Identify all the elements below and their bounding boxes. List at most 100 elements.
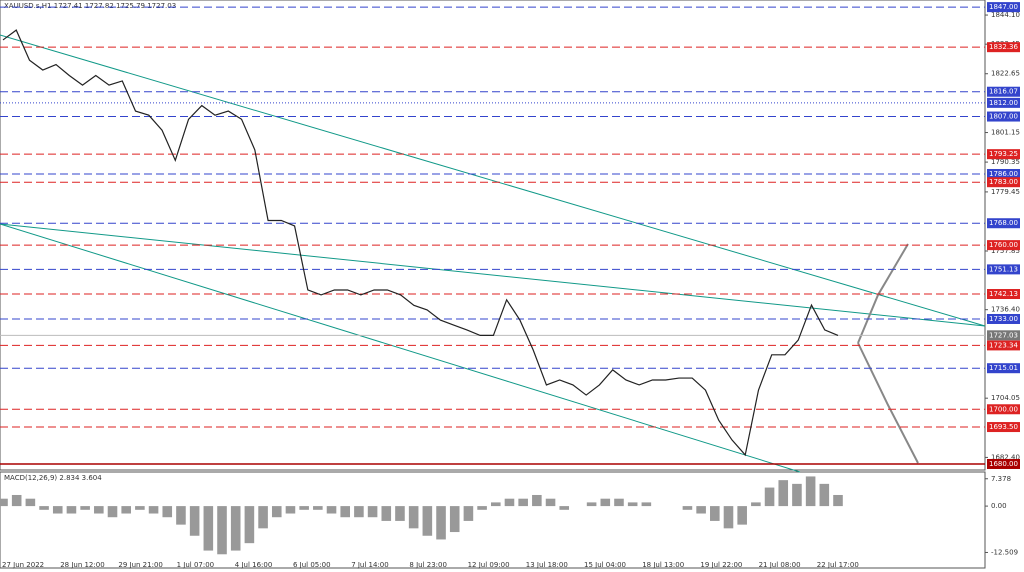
x-tick-label: 19 Jul 22:00 xyxy=(700,561,742,569)
level-box xyxy=(987,111,1020,122)
macd-bar xyxy=(641,502,652,507)
y-tick-label: 1736.40 xyxy=(991,306,1020,314)
level-box xyxy=(987,422,1020,433)
level-box xyxy=(987,340,1020,351)
x-tick-label: 15 Jul 04:00 xyxy=(584,561,626,569)
x-tick-label: 6 Jul 05:00 xyxy=(293,561,331,569)
macd-bar xyxy=(490,502,501,507)
level-box xyxy=(987,42,1020,53)
macd-bar xyxy=(819,483,830,507)
macd-bar xyxy=(504,498,515,507)
x-tick-label: 18 Jul 13:00 xyxy=(642,561,684,569)
macd-bar xyxy=(94,506,104,514)
scenario-arrow xyxy=(857,243,909,344)
x-tick-label: 21 Jul 08:00 xyxy=(759,561,801,569)
macd-bar xyxy=(751,502,761,507)
x-tick-label: 8 Jul 23:00 xyxy=(409,561,447,569)
macd-bar xyxy=(258,506,268,529)
macd-bar xyxy=(313,506,323,510)
macd-bar xyxy=(162,506,173,518)
macd-bar xyxy=(66,506,77,514)
level-box xyxy=(987,404,1020,415)
x-tick-label: 1 Jul 07:00 xyxy=(177,561,215,569)
macd-bar xyxy=(805,476,816,507)
macd-bar xyxy=(600,498,611,507)
macd-bar xyxy=(25,498,36,507)
level-label: 1693.50 xyxy=(989,423,1018,431)
macd-bar xyxy=(299,506,309,510)
level-label: 1786.00 xyxy=(989,170,1018,178)
macd-bar xyxy=(436,506,446,540)
x-tick-label: 28 Jun 12:00 xyxy=(60,561,104,569)
macd-bar xyxy=(271,506,282,518)
macd-bar xyxy=(545,498,556,507)
channel-line xyxy=(0,223,801,473)
price-frame xyxy=(0,0,986,471)
macd-bar xyxy=(326,506,337,514)
level-box xyxy=(987,458,1020,469)
macd-bar xyxy=(477,506,487,510)
macd-bar xyxy=(408,506,419,529)
macd-bar xyxy=(11,494,22,507)
x-tick-label: 12 Jul 09:00 xyxy=(468,561,510,569)
macd-bar xyxy=(614,498,624,507)
macd-bar xyxy=(586,502,597,507)
macd-bar xyxy=(792,483,802,507)
y-tick-label: 1801.15 xyxy=(991,129,1020,137)
level-box xyxy=(987,313,1020,324)
level-label: 1847.00 xyxy=(989,3,1018,11)
macd-bar xyxy=(39,506,49,510)
x-tick-label: 22 Jul 17:00 xyxy=(817,561,859,569)
macd-bar xyxy=(107,506,118,518)
level-box xyxy=(987,86,1020,97)
macd-bar xyxy=(0,498,8,507)
x-tick-label: 27 Jun 2022 xyxy=(2,561,44,569)
level-label: 1832.36 xyxy=(989,43,1018,51)
level-label: 1812.00 xyxy=(989,99,1018,107)
level-label: 1742.13 xyxy=(989,290,1018,298)
y-tick-label: 1779.45 xyxy=(991,188,1020,196)
level-label: 1768.00 xyxy=(989,219,1018,227)
level-box xyxy=(987,2,1020,13)
macd-bar xyxy=(217,506,227,555)
macd-bar xyxy=(354,506,364,518)
y-tick-label: 1822.65 xyxy=(991,70,1020,78)
level-box xyxy=(987,363,1020,374)
macd-title: MACD(12,26,9) 2.834 3.604 xyxy=(4,474,102,482)
macd-bar xyxy=(244,506,255,544)
macd-bar xyxy=(723,506,734,529)
level-box xyxy=(987,264,1020,275)
x-tick-label: 13 Jul 18:00 xyxy=(526,561,568,569)
macd-bar xyxy=(121,506,131,514)
macd-bar xyxy=(230,506,241,551)
macd-bar xyxy=(203,506,214,551)
macd-bar xyxy=(518,498,528,507)
macd-bar xyxy=(449,506,460,533)
macd-bar xyxy=(422,506,433,536)
macd-bar xyxy=(463,506,474,521)
y-tick-label: 1790.35 xyxy=(991,158,1020,166)
level-box xyxy=(987,218,1020,229)
x-tick-label: 7 Jul 14:00 xyxy=(351,561,389,569)
scenario-arrow xyxy=(857,342,919,464)
level-label: 1760.00 xyxy=(989,241,1018,249)
y-tick-label: 1704.05 xyxy=(991,394,1020,402)
macd-frame xyxy=(0,471,986,569)
macd-bar xyxy=(778,480,789,507)
level-label: 1680.00 xyxy=(989,460,1018,468)
macd-bar xyxy=(148,506,159,514)
macd-bar xyxy=(627,502,638,507)
level-box xyxy=(987,149,1020,160)
y-tick-label: 1757.85 xyxy=(991,247,1020,255)
channel-line xyxy=(0,223,986,327)
macd-bar xyxy=(381,506,392,521)
level-label: 1793.25 xyxy=(989,150,1018,158)
y-tick-label: 7.378 xyxy=(991,475,1011,483)
y-tick-label: -12.509 xyxy=(991,548,1018,556)
level-label: 1807.00 xyxy=(989,113,1018,121)
macd-bar xyxy=(737,506,747,525)
level-box xyxy=(987,289,1020,300)
macd-bar xyxy=(696,506,706,514)
x-tick-label: 29 Jun 21:00 xyxy=(118,561,162,569)
